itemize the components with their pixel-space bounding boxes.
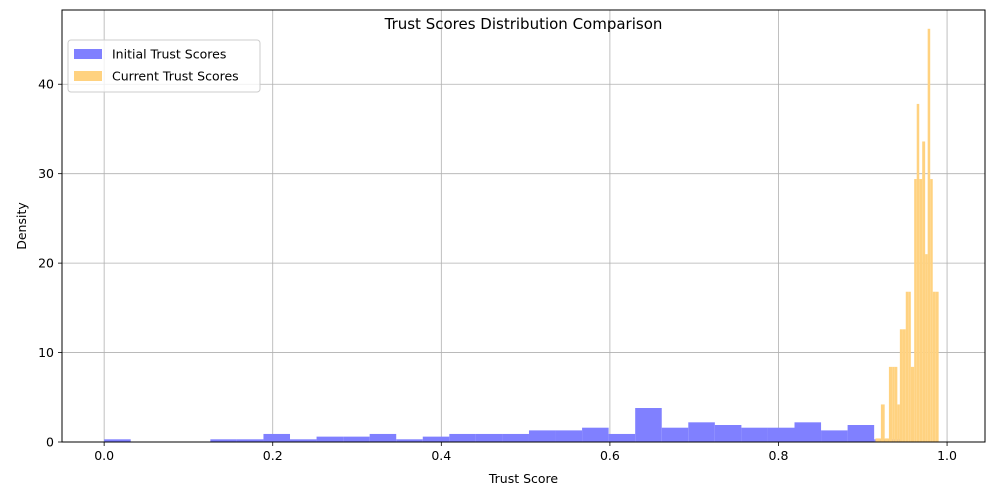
histogram-bar <box>916 103 920 443</box>
histogram-bar <box>741 427 768 442</box>
legend-box <box>67 39 261 93</box>
histogram-bar <box>932 291 936 442</box>
histogram-bar <box>369 433 397 442</box>
histogram-bar <box>316 436 344 442</box>
legend-swatch-current <box>74 71 102 81</box>
histogram-bar <box>794 422 822 442</box>
histogram-bar <box>897 404 900 442</box>
chart-title: Trust Scores Distribution Comparison <box>384 15 663 33</box>
histogram-bar <box>528 430 556 442</box>
plot-frame <box>61 9 986 443</box>
x-tick-label: 0.2 <box>263 448 283 463</box>
histogram-bar <box>914 179 917 443</box>
histogram-bar <box>343 436 370 442</box>
histogram-bar <box>210 439 237 442</box>
histogram-bar <box>905 291 909 442</box>
y-tick-label: 10 <box>38 345 54 360</box>
histogram-bar <box>449 433 476 442</box>
histogram-bar <box>888 366 893 442</box>
histogram-bar <box>902 329 906 442</box>
x-tick-label: 0.4 <box>431 448 451 463</box>
y-tick-label: 20 <box>38 256 54 271</box>
histogram-bar <box>475 433 503 442</box>
legend: Initial Trust Scores Current Trust Score… <box>67 39 261 93</box>
histogram-bar <box>880 404 885 442</box>
histogram-bar <box>263 433 291 442</box>
axis-ticks: 0.0 0.2 0.4 0.6 0.8 1.0 0 10 20 30 40 <box>38 77 957 463</box>
legend-swatch-initial <box>74 49 102 59</box>
histogram-bar <box>935 291 939 442</box>
y-tick-label: 30 <box>38 166 54 181</box>
histogram-bar <box>688 422 715 442</box>
series-initial-bars <box>104 408 901 442</box>
y-tick-label: 0 <box>46 435 54 450</box>
histogram-bar <box>899 329 903 442</box>
histogram-bar <box>892 366 895 442</box>
histogram-bar <box>767 427 795 442</box>
histogram-bar <box>236 439 264 442</box>
histogram-bar <box>104 439 131 442</box>
histogram-bar <box>555 430 583 442</box>
histogram-bar <box>502 433 529 442</box>
histogram-bar <box>635 408 662 442</box>
x-tick-label: 1.0 <box>937 448 957 463</box>
histogram-bar <box>608 433 636 442</box>
legend-label-initial: Initial Trust Scores <box>112 47 226 62</box>
x-tick-label: 0.8 <box>769 448 789 463</box>
x-tick-label: 0.6 <box>600 448 620 463</box>
histogram-bar <box>714 425 742 442</box>
histogram-bars <box>104 28 939 443</box>
histogram-bar <box>422 436 450 442</box>
histogram-bar <box>875 438 881 442</box>
histogram-bar <box>396 439 423 442</box>
histogram-bar <box>884 438 889 442</box>
histogram-bar <box>908 291 911 442</box>
histogram-bar <box>919 179 923 443</box>
histogram-bar <box>927 28 931 443</box>
legend-label-current: Current Trust Scores <box>112 69 239 84</box>
histogram-bar <box>847 425 875 442</box>
x-tick-label: 0.0 <box>94 448 114 463</box>
y-tick-label: 40 <box>38 77 54 92</box>
y-axis-label: Density <box>14 202 29 250</box>
histogram-bar <box>910 366 915 442</box>
histogram-bar <box>894 366 898 442</box>
histogram-bar <box>925 254 928 442</box>
series-current-bars <box>875 28 939 443</box>
x-axis-label: Trust Score <box>488 471 559 486</box>
histogram-bar <box>290 439 317 442</box>
histogram-bar <box>821 430 848 442</box>
histogram-bar <box>930 179 933 443</box>
histogram-bar <box>922 141 926 442</box>
histogram-bar <box>582 427 609 442</box>
histogram-bar <box>661 427 689 442</box>
